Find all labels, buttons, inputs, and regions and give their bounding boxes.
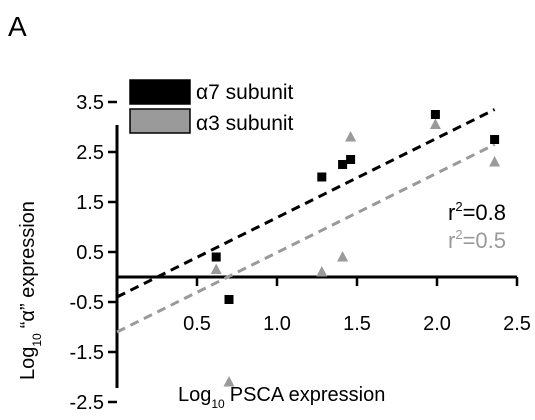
point-alpha7	[346, 155, 356, 164]
panel-label: A	[8, 11, 27, 42]
legend: α7 subunit α3 subunit	[129, 79, 294, 135]
y-tick-label: -0.5	[70, 292, 104, 314]
y-axis-title: Log10“α” expression	[17, 201, 44, 380]
x-axis-title: Log10 PSCA expression	[178, 384, 385, 411]
x-tick-label: 2.0	[423, 313, 451, 335]
fit-line-alpha3	[116, 143, 496, 334]
fit-line-alpha7	[116, 108, 496, 299]
y-tick-label: 2.5	[76, 142, 104, 164]
point-alpha3	[210, 263, 222, 274]
point-alpha7	[224, 295, 234, 304]
x-tick-label: 2.5	[503, 313, 531, 335]
point-alpha3	[429, 118, 441, 129]
point-alpha7	[430, 110, 440, 119]
x-ticks: 0.5 1.0 1.5 2.0 2.5	[183, 277, 531, 335]
y-tick-label: -2.5	[70, 392, 104, 414]
legend-swatch-alpha3	[129, 108, 191, 134]
point-alpha3	[345, 131, 357, 142]
point-alpha3	[223, 376, 235, 387]
point-alpha7	[211, 252, 221, 262]
point-alpha7	[490, 135, 500, 144]
legend-swatch-alpha7	[129, 79, 191, 105]
r2-label-alpha7: r2=0.8	[448, 199, 506, 225]
data-points	[210, 110, 501, 387]
r2-label-alpha3: r2=0.5	[448, 227, 506, 253]
x-tick-label: 1.5	[343, 313, 371, 335]
y-ticks: 3.5 2.5 1.5 0.5 -0.5 -1.5 -2.5	[70, 92, 117, 414]
y-tick-label: 1.5	[76, 192, 104, 214]
point-alpha7	[338, 160, 348, 169]
legend-label-alpha7: α7 subunit	[196, 81, 294, 104]
y-tick-label: 0.5	[76, 242, 104, 264]
x-tick-label: 1.0	[263, 313, 291, 335]
point-alpha3	[489, 156, 501, 167]
point-alpha7	[317, 172, 327, 182]
x-tick-label: 0.5	[183, 313, 211, 335]
point-alpha3	[316, 266, 328, 277]
legend-label-alpha3: α3 subunit	[196, 112, 294, 135]
y-tick-label: 3.5	[76, 92, 104, 114]
fit-lines	[116, 108, 496, 334]
y-tick-label: -1.5	[70, 342, 104, 364]
point-alpha3	[337, 251, 349, 262]
